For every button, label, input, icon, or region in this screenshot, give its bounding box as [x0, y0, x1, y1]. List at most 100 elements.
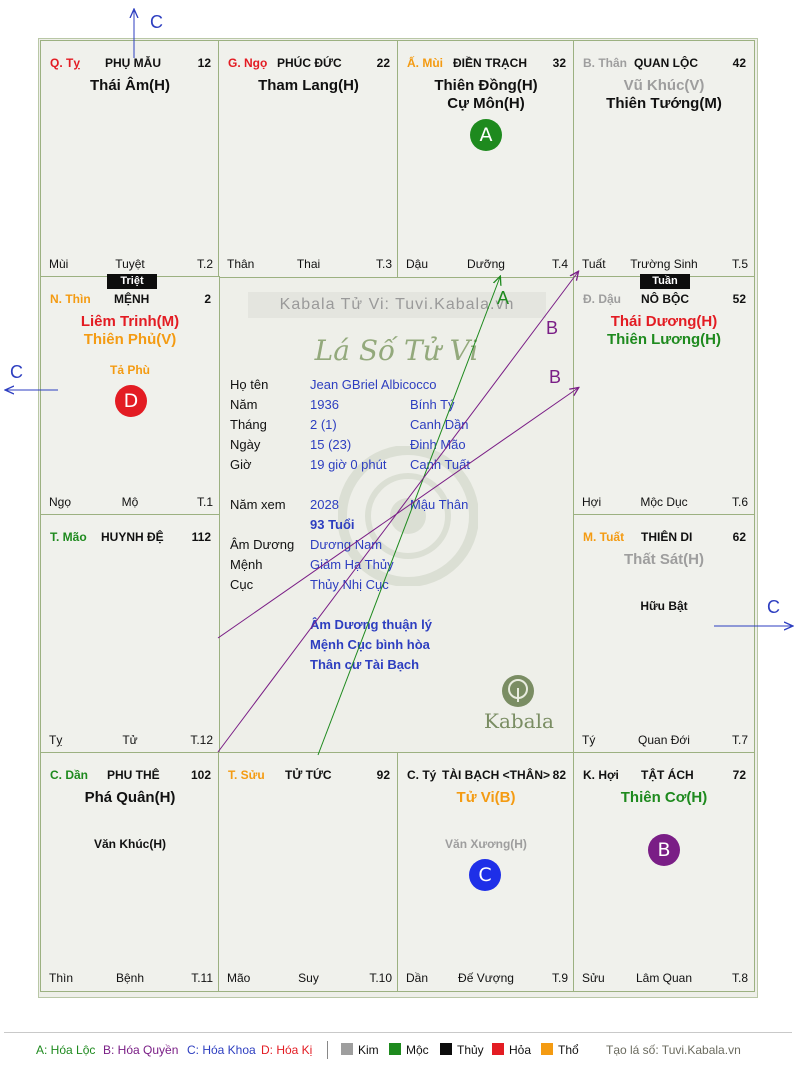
palace-name: TẬT ÁCH — [641, 768, 694, 782]
legend-moc: Mộc — [389, 1043, 429, 1057]
major-star: Thiên Lương(H) — [606, 331, 721, 348]
palace-name: QUAN LỘC — [634, 56, 698, 70]
arrow-label-b1: B — [546, 318, 559, 338]
major-star: Phá Quân(H) — [84, 789, 176, 806]
palace-name: PHỤ MẪU — [105, 56, 161, 70]
bottom-right: T.12 — [190, 733, 213, 747]
bottom-left: Tuất — [582, 257, 606, 271]
chart-title: Lá Số Tử Vi — [314, 334, 479, 367]
legend-hoa: Hỏa — [492, 1043, 531, 1057]
palace-number: 82 — [552, 768, 566, 782]
major-star: Thái Âm(H) — [90, 77, 170, 94]
legend-tho: Thổ — [541, 1043, 579, 1057]
tuan-tag: Tuần — [640, 274, 690, 289]
palace-stem: G. Ngọ — [228, 56, 268, 70]
palace-stem: T. Sửu — [228, 768, 265, 782]
major-stars: Tử Vi(B) — [398, 789, 574, 807]
major-stars: Thiên Cơ(H) — [574, 789, 754, 807]
life-stage: Suy — [298, 971, 319, 985]
minor-star: Tả Phù — [109, 363, 150, 377]
palace-cell-hoi[interactable]: K. Hợi TẬT ÁCH 72 Thiên Cơ(H) Sửu Lâm Quan T.8 — [573, 752, 755, 992]
triet-tag: Triệt — [107, 274, 157, 289]
palace-cell-dan[interactable]: C. Dần PHU THÊ 102 Phá Quân(H) Văn Khúc(H) Th… — [40, 752, 220, 992]
arrow-label-a: A — [497, 288, 510, 308]
minor-star: Hữu Bật — [640, 599, 688, 613]
life-stage: Lâm Quan — [635, 971, 693, 985]
legend-thuy: Thủy — [440, 1043, 484, 1057]
major-star: Vũ Khúc(V) — [623, 77, 705, 94]
palace-name: THIÊN DI — [641, 530, 693, 544]
name-value: Jean GBriel Albicocco — [310, 377, 437, 392]
palace-number: 102 — [190, 768, 211, 782]
arrow-label-c-right: C — [767, 597, 780, 617]
palace-stem: Ấ. Mùi — [407, 56, 443, 70]
hoa-loc-badge: A — [470, 119, 502, 151]
palace-name: NÔ BỘC — [641, 292, 689, 306]
major-star: Cự Môn(H) — [447, 95, 525, 112]
name-label: Họ tên — [230, 377, 269, 392]
palace-cell-ngo[interactable]: G. Ngọ PHÚC ĐỨC 22 Tham Lang(H) Thân Thai T.3 — [218, 40, 399, 278]
major-star: Thiên Phủ(V) — [83, 331, 177, 348]
life-stage: Dưỡng — [467, 257, 505, 271]
major-star: Tham Lang(H) — [258, 77, 359, 94]
month-can: Canh Dần — [410, 417, 469, 432]
kabala-logo-text: Kabala — [484, 709, 554, 733]
legend-c: C: Hóa Khoa — [187, 1043, 256, 1057]
palace-cell-tuat[interactable]: M. Tuất THIÊN DI 62 Thất Sát(H) Hữu Bật Tý Qua… — [573, 514, 755, 754]
life-stage: Mộ — [121, 495, 139, 509]
major-star: Thiên Tướng(M) — [606, 95, 722, 112]
palace-stem: N. Thìn — [50, 292, 91, 306]
bottom-left: Thìn — [49, 971, 74, 985]
year-value: 1936 — [310, 397, 339, 412]
legend-kim: Kim — [341, 1043, 379, 1057]
legend-divider — [4, 1032, 792, 1033]
credit-text: Tạo lá số: Tuvi.Kabala.vn — [606, 1043, 741, 1057]
life-stage: Tuyệt — [115, 257, 145, 271]
bottom-left: Sửu — [582, 971, 605, 985]
major-stars: Liêm Trinh(M) Thiên Phủ(V) — [41, 313, 219, 349]
major-stars: Thất Sát(H) — [574, 551, 754, 569]
palace-number: 112 — [191, 530, 211, 544]
legend-d: D: Hóa Kị — [261, 1043, 313, 1057]
arrow-label-c-left: C — [10, 362, 23, 382]
palace-stem: B. Thân — [583, 56, 627, 70]
palace-number: 12 — [197, 56, 211, 70]
major-star: Thiên Đồng(H) — [434, 77, 538, 94]
note-3: Thân cư Tài Bạch — [310, 657, 420, 672]
palace-number: 92 — [376, 768, 390, 782]
major-star: Tử Vi(B) — [456, 789, 516, 806]
amduong-value: Dương Nam — [310, 537, 383, 552]
menh-label: Mệnh — [230, 557, 263, 572]
legend-separator — [327, 1041, 328, 1059]
life-stage: Đế Vượng — [458, 971, 514, 985]
hoa-ki-badge: D — [115, 385, 147, 417]
year-label: Năm — [230, 397, 258, 412]
bottom-left: Tỵ — [49, 733, 63, 747]
bottom-right: T.9 — [551, 971, 568, 985]
cuc-value: Thủy Nhị Cục — [310, 577, 389, 592]
arrow-label-c-top: C — [150, 12, 163, 32]
palace-name: ĐIỀN TRẠCH — [453, 56, 527, 70]
palace-number: 42 — [732, 56, 746, 70]
major-stars: Tham Lang(H) — [219, 77, 398, 95]
major-star: Liêm Trinh(M) — [80, 313, 180, 330]
bottom-left: Dần — [406, 971, 429, 985]
bottom-right: T.11 — [191, 971, 213, 985]
palace-number: 52 — [732, 292, 746, 306]
palace-cell-mui[interactable]: Ấ. Mùi ĐIỀN TRẠCH 32 Thiên Đồng(H) Cự Môn(H)… — [397, 40, 575, 278]
life-stage: Thai — [296, 257, 321, 271]
day-value: 15 (23) — [310, 437, 352, 452]
palace-cell-dau[interactable]: Đ. Dậu NÔ BỘC 52 Thái Dương(H) Thiên Lương(H… — [573, 276, 755, 516]
palace-cell-mao[interactable]: T. Mão HUYNH ĐỆ 112 Tỵ Tử T.12 — [40, 514, 220, 754]
bottom-right: T.7 — [731, 733, 748, 747]
hoa-quyen-badge: B — [648, 834, 680, 866]
palace-cell-than[interactable]: B. Thân QUAN LỘC 42 Vũ Khúc(V) Thiên Tướng(M… — [573, 40, 755, 278]
life-stage: Mộc Dục — [640, 495, 688, 509]
palace-number: 72 — [732, 768, 746, 782]
major-stars: Vũ Khúc(V) Thiên Tướng(M) — [574, 77, 754, 113]
palace-cell-suu[interactable]: T. Sửu TỬ TỨC 92 Mão Suy T.10 — [218, 752, 399, 992]
palace-name: TỬ TỨC — [285, 768, 332, 782]
palace-cell-ty[interactable]: Q. Tỵ PHỤ MẪU 12 Thái Âm(H) Mùi Tuyệt T.2 — [40, 40, 220, 278]
palace-name: TÀI BẠCH <THÂN> — [442, 768, 551, 782]
major-stars: Thiên Đồng(H) Cự Môn(H) — [398, 77, 574, 113]
